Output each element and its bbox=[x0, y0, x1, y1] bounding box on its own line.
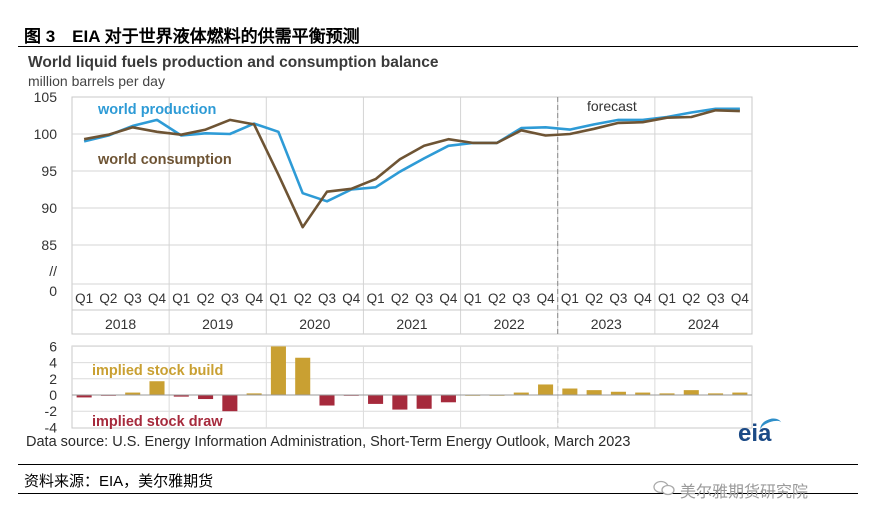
x-tick-label: Q3 bbox=[318, 291, 336, 306]
watermark: 美尔雅期货研究院 bbox=[680, 484, 809, 501]
bar-draw bbox=[173, 395, 189, 397]
top-lines bbox=[83, 107, 740, 229]
y-tick-label: 95 bbox=[41, 163, 57, 179]
x-tick-label: Q4 bbox=[342, 291, 361, 306]
year-label: 2020 bbox=[299, 316, 330, 332]
x-tick-label: Q2 bbox=[99, 291, 117, 306]
x-tick-label: Q2 bbox=[682, 291, 700, 306]
x-tick-label: Q4 bbox=[537, 291, 556, 306]
year-label: 2023 bbox=[591, 316, 622, 332]
x-tick-label: Q2 bbox=[197, 291, 215, 306]
x-tick-label: Q3 bbox=[512, 291, 530, 306]
x-tick-label: Q4 bbox=[439, 291, 458, 306]
series-label-production: world production bbox=[97, 102, 216, 118]
bar-build bbox=[683, 390, 699, 395]
x-tick-label: Q1 bbox=[658, 291, 676, 306]
series-line-production bbox=[83, 107, 740, 203]
bar-build bbox=[586, 390, 602, 395]
bar-build bbox=[513, 392, 529, 395]
bar-draw bbox=[76, 395, 92, 398]
y-tick-label: 100 bbox=[34, 126, 58, 142]
bar-build bbox=[562, 388, 578, 395]
bar-build bbox=[125, 392, 141, 395]
x-tick-label: Q2 bbox=[488, 291, 506, 306]
year-label: 2021 bbox=[396, 316, 427, 332]
bar-draw bbox=[440, 395, 456, 403]
bar-build bbox=[708, 393, 724, 395]
y-tick-label: 105 bbox=[34, 89, 58, 105]
x-tick-label: Q3 bbox=[415, 291, 433, 306]
bar-draw bbox=[222, 395, 238, 412]
x-tick-label: Q4 bbox=[731, 291, 750, 306]
source-bottom-rule bbox=[18, 493, 858, 494]
eia-logo: eia bbox=[738, 420, 772, 447]
top-grid bbox=[71, 96, 753, 428]
x-tick-label: Q1 bbox=[75, 291, 93, 306]
x-tick-label: Q3 bbox=[609, 291, 627, 306]
top-yticks: 105 100 95 90 85 // 0 bbox=[34, 89, 58, 299]
bar-build bbox=[610, 391, 626, 395]
x-tick-label: Q1 bbox=[172, 291, 190, 306]
bar-build bbox=[295, 357, 311, 395]
bar-build bbox=[732, 392, 748, 395]
y-tick-label: // bbox=[49, 263, 57, 279]
x-tick-label: Q4 bbox=[245, 291, 264, 306]
chart-subtitle: million barrels per day bbox=[28, 73, 165, 89]
y-tick-label: 90 bbox=[41, 200, 57, 216]
bar-build bbox=[635, 392, 651, 395]
bar-build bbox=[538, 384, 554, 395]
x-tick-label: Q1 bbox=[561, 291, 579, 306]
bar-build bbox=[246, 393, 262, 395]
x-tick-label: Q2 bbox=[585, 291, 603, 306]
y-tick-label: 2 bbox=[49, 371, 57, 387]
x-tick-label: Q4 bbox=[634, 291, 653, 306]
forecast-label: forecast bbox=[587, 98, 637, 114]
bar-draw bbox=[368, 395, 384, 404]
x-tick-label: Q1 bbox=[367, 291, 385, 306]
year-label: 2024 bbox=[688, 316, 719, 332]
source-cn: 资料来源：EIA，美尔雅期货 bbox=[24, 473, 214, 490]
label-stock-build: implied stock build bbox=[92, 363, 223, 379]
series-label-consumption: world consumption bbox=[97, 152, 232, 168]
x-tick-label: Q1 bbox=[269, 291, 287, 306]
x-tick-label: Q4 bbox=[148, 291, 167, 306]
label-stock-draw: implied stock draw bbox=[92, 414, 223, 430]
source-top-rule bbox=[18, 464, 858, 465]
chart-title: World liquid fuels production and consum… bbox=[28, 54, 439, 71]
bar-draw bbox=[392, 395, 408, 410]
year-label: 2022 bbox=[494, 316, 525, 332]
bar-build bbox=[270, 346, 286, 395]
x-tick-label: Q2 bbox=[391, 291, 409, 306]
top-plot-frame bbox=[71, 96, 753, 335]
y-tick-label: 0 bbox=[49, 283, 57, 299]
bar-build bbox=[659, 393, 675, 395]
bar-draw bbox=[319, 395, 335, 406]
y-tick-label: -4 bbox=[45, 419, 58, 435]
x-tick-label: Q3 bbox=[124, 291, 142, 306]
y-tick-label: 85 bbox=[41, 237, 57, 253]
y-tick-label: -2 bbox=[45, 403, 58, 419]
year-label: 2018 bbox=[105, 316, 136, 332]
y-tick-label: 4 bbox=[49, 355, 57, 371]
figure-title: 图 3 EIA 对于世界液体燃料的供需平衡预测 bbox=[24, 27, 360, 46]
bar-draw bbox=[198, 395, 214, 400]
y-tick-label: 0 bbox=[49, 387, 57, 403]
data-source: Data source: U.S. Energy Information Adm… bbox=[26, 434, 630, 450]
x-tick-label: Q2 bbox=[294, 291, 312, 306]
title-rule bbox=[18, 46, 858, 47]
bar-build bbox=[149, 381, 165, 395]
x-tick-label: Q3 bbox=[707, 291, 725, 306]
top-labels: world production world consumption forecas… bbox=[97, 98, 637, 168]
y-tick-label: 6 bbox=[49, 338, 57, 354]
x-tick-label: Q1 bbox=[464, 291, 482, 306]
wechat-icon bbox=[653, 480, 675, 496]
x-axis: Q1 Q2 Q3 Q4 Q1 Q2 Q3 Q4 Q1 Q2 Q3 Q4 Q1 Q2 Q3 Q4 Q1 Q2 Q3 Q4… bbox=[72, 291, 752, 332]
series-line-consumption bbox=[83, 109, 740, 229]
year-label: 2019 bbox=[202, 316, 233, 332]
bar-draw bbox=[416, 395, 432, 409]
x-tick-label: Q3 bbox=[221, 291, 239, 306]
